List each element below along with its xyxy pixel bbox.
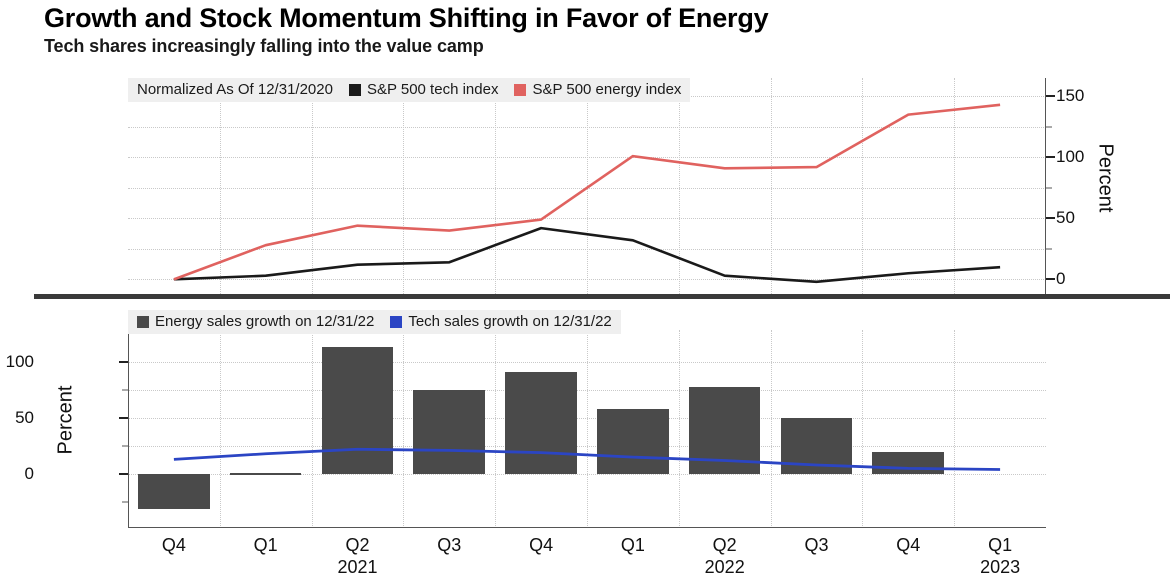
x-axis-quarter-label: Q4 (896, 535, 920, 556)
y-tick-label: 50 (0, 408, 34, 428)
y-tick-mark-minor (1046, 126, 1052, 127)
x-axis-year-label: 2022 (705, 557, 745, 574)
energy-index-swatch-icon (514, 84, 526, 96)
series-line-s-p-500-energy-index (174, 105, 1000, 280)
x-axis-year-label: 2021 (337, 557, 377, 574)
tech-index-swatch-icon (349, 84, 361, 96)
x-axis-quarter-label: Q3 (804, 535, 828, 556)
legend-label-energy-index: S&P 500 energy index (532, 81, 681, 98)
x-axis-quarter-label: Q2 (713, 535, 737, 556)
top-chart-legend-note: Normalized As Of 12/31/2020 (137, 81, 333, 98)
y-tick-label: 100 (1056, 147, 1084, 167)
y-tick-mark-minor (122, 502, 128, 503)
legend-item-tech-sales: Tech sales growth on 12/31/22 (390, 313, 611, 330)
x-axis-quarter-label: Q4 (162, 535, 186, 556)
legend-label-energy-sales: Energy sales growth on 12/31/22 (155, 313, 374, 330)
y-tick-mark-minor (1046, 248, 1052, 249)
legend-label-tech-index: S&P 500 tech index (367, 81, 498, 98)
y-tick-mark (1046, 217, 1055, 219)
chart-page: Growth and Stock Momentum Shifting in Fa… (0, 0, 1170, 574)
y-tick-label: 50 (1056, 208, 1075, 228)
top-chart-legend: Normalized As Of 12/31/2020 S&P 500 tech… (128, 78, 690, 102)
y-tick-mark (1046, 95, 1055, 97)
y-tick-mark-minor (122, 445, 128, 446)
energy-sales-swatch-icon (137, 316, 149, 328)
x-axis-quarter-label: Q1 (621, 535, 645, 556)
bottom-chart-plot-area (128, 330, 1046, 528)
y-tick-mark (119, 417, 128, 419)
top-chart-plot-area (128, 78, 1046, 294)
y-tick-label: 100 (0, 352, 34, 372)
series-line-s-p-500-tech-index (174, 228, 1000, 282)
bottom-chart-left-axis (128, 330, 129, 528)
x-axis-quarter-label: Q4 (529, 535, 553, 556)
x-axis-quarter-label: Q3 (437, 535, 461, 556)
bottom-chart-y-axis-title: Percent (55, 386, 78, 455)
bottom-chart-bottom-axis (128, 527, 1046, 528)
y-tick-mark (1046, 278, 1055, 280)
y-tick-mark-minor (122, 389, 128, 390)
bottom-chart-legend: Energy sales growth on 12/31/22 Tech sal… (128, 310, 621, 334)
page-subtitle: Tech shares increasingly falling into th… (44, 36, 484, 57)
y-tick-label: 0 (0, 464, 34, 484)
top-chart-series-layer (128, 78, 1046, 294)
legend-item-energy-sales: Energy sales growth on 12/31/22 (137, 313, 374, 330)
x-axis-quarter-label: Q2 (345, 535, 369, 556)
top-chart-right-axis (1045, 78, 1046, 294)
legend-label-tech-sales: Tech sales growth on 12/31/22 (408, 313, 611, 330)
series-line-tech-sales-growth (174, 449, 1000, 469)
bottom-chart-panel: 0 50 100 (0, 300, 1170, 574)
x-axis-quarter-label: Q1 (988, 535, 1012, 556)
top-chart-y-axis-title: Percent (1094, 144, 1117, 213)
tech-sales-swatch-icon (390, 316, 402, 328)
y-tick-mark (1046, 156, 1055, 158)
legend-item-energy-index: S&P 500 energy index (514, 81, 681, 98)
x-axis-year-label: 2023 (980, 557, 1020, 574)
y-tick-mark (119, 473, 128, 475)
y-tick-mark-minor (1046, 187, 1052, 188)
y-tick-label: 0 (1056, 269, 1065, 289)
y-tick-mark (119, 361, 128, 363)
bottom-chart-series-layer (128, 330, 1046, 528)
legend-item-tech-index: S&P 500 tech index (349, 81, 498, 98)
panel-divider (34, 294, 1170, 299)
y-tick-label: 150 (1056, 86, 1084, 106)
x-axis-quarter-label: Q1 (254, 535, 278, 556)
page-title: Growth and Stock Momentum Shifting in Fa… (44, 3, 768, 34)
